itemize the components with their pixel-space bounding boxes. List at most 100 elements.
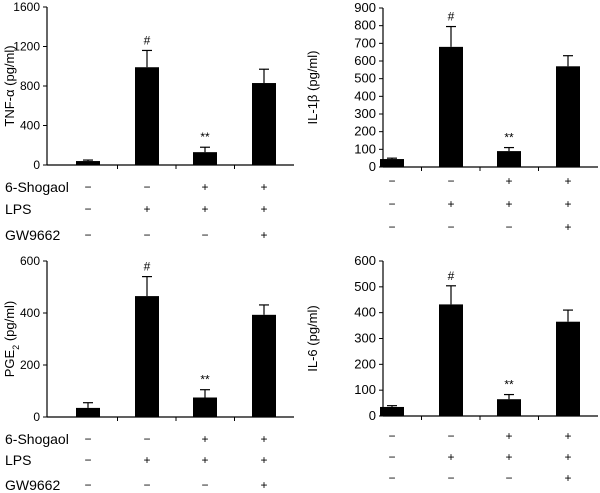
treatment-sign: + — [564, 220, 571, 234]
chart-panel-2: 0 100 200 300 400 500 600 700 800 900 IL-1β (pg/ml… — [305, 0, 598, 234]
treatment-sign: − — [447, 471, 454, 485]
bar — [193, 397, 217, 417]
y-tick-label: 800 — [354, 18, 376, 33]
treatment-sign: + — [447, 197, 454, 211]
treatment-row-label: 6-Shogaol — [5, 431, 69, 447]
bar — [135, 296, 159, 417]
treatment-sign: − — [143, 180, 150, 194]
treatment-sign: + — [143, 453, 150, 467]
treatment-sign: + — [260, 228, 267, 242]
y-tick-label: 0 — [369, 159, 376, 174]
treatment-sign: − — [84, 478, 91, 492]
significance-label: # — [144, 33, 151, 47]
treatment-sign: − — [505, 471, 512, 485]
y-tick-label: 200 — [354, 124, 376, 139]
treatment-sign: + — [143, 202, 150, 216]
treatment-sign: − — [388, 450, 395, 464]
bar — [556, 66, 580, 167]
y-tick-label: 0 — [369, 408, 376, 423]
y-tick-label: 100 — [354, 382, 376, 397]
treatment-sign: − — [84, 228, 91, 242]
y-tick-label: 200 — [354, 356, 376, 371]
y-tick-label: 800 — [20, 79, 40, 93]
treatment-sign: − — [84, 202, 91, 216]
treatment-sign: − — [201, 228, 208, 242]
treatment-sign: + — [201, 453, 208, 467]
treatment-sign: + — [260, 180, 267, 194]
y-tick-label: 200 — [20, 358, 40, 372]
treatment-row-label: GW9662 — [5, 477, 60, 493]
bar — [76, 161, 100, 165]
treatment-sign: + — [201, 432, 208, 446]
treatment-sign: − — [447, 429, 454, 443]
treatment-sign: + — [505, 450, 512, 464]
treatment-sign: − — [388, 471, 395, 485]
y-tick-label: 400 — [354, 88, 376, 103]
bar — [497, 399, 521, 416]
bar — [380, 406, 404, 416]
chart-panel-3: 0 200 400 600 PGE2 (pg/ml) # ** 6-Shogaol − − + + LP… — [2, 254, 294, 493]
treatment-row-label: LPS — [5, 201, 31, 217]
bar — [439, 304, 463, 416]
y-tick-label: 600 — [354, 53, 376, 68]
y-tick-label: 500 — [354, 71, 376, 86]
y-tick-label: 300 — [354, 106, 376, 121]
treatment-sign: + — [564, 174, 571, 188]
bar — [193, 152, 217, 165]
y-tick-label: 600 — [20, 254, 40, 268]
treatment-sign: − — [201, 478, 208, 492]
bar — [252, 314, 276, 417]
treatment-sign: + — [260, 453, 267, 467]
bar — [380, 159, 404, 167]
y-tick-label: 900 — [354, 0, 376, 15]
y-tick-label: 0 — [33, 158, 40, 172]
chart-panel-4: 0 100 200 300 400 500 600 IL-6 (pg/ml) # ** − − + + − +… — [305, 253, 598, 485]
treatment-sign: + — [505, 429, 512, 443]
y-tick-label: 1200 — [13, 40, 40, 54]
treatment-sign: − — [84, 453, 91, 467]
significance-label: ** — [504, 378, 514, 392]
treatment-sign: − — [143, 228, 150, 242]
treatment-sign: + — [260, 432, 267, 446]
significance-label: ** — [200, 373, 210, 387]
y-tick-label: 400 — [20, 119, 40, 133]
y-tick-label: 300 — [354, 331, 376, 346]
treatment-sign: + — [505, 197, 512, 211]
treatment-sign: + — [564, 450, 571, 464]
y-axis-label: PGE2 (pg/ml) — [2, 301, 21, 378]
treatment-sign: + — [564, 197, 571, 211]
bar — [497, 151, 521, 167]
y-tick-label: 1600 — [13, 0, 40, 14]
y-tick-label: 400 — [354, 305, 376, 320]
treatment-sign: + — [564, 429, 571, 443]
y-axis-label: IL-6 (pg/ml) — [305, 305, 320, 371]
treatment-row-label: LPS — [5, 452, 31, 468]
treatment-sign: − — [143, 478, 150, 492]
bar — [252, 83, 276, 165]
treatment-sign: − — [143, 432, 150, 446]
y-tick-label: 500 — [354, 279, 376, 294]
bar — [556, 321, 580, 416]
y-axis-label: TNF-α (pg/ml) — [2, 45, 17, 126]
treatment-sign: − — [388, 174, 395, 188]
treatment-sign: − — [447, 174, 454, 188]
treatment-sign: − — [505, 220, 512, 234]
y-tick-label: 600 — [354, 253, 376, 268]
treatment-sign: − — [84, 432, 91, 446]
treatment-sign: − — [388, 197, 395, 211]
treatment-sign: + — [260, 478, 267, 492]
treatment-sign: + — [564, 471, 571, 485]
y-tick-label: 400 — [20, 306, 40, 320]
treatment-sign: + — [201, 180, 208, 194]
significance-label: # — [144, 260, 151, 274]
treatment-sign: − — [447, 220, 454, 234]
treatment-row-label: GW9662 — [5, 227, 60, 243]
significance-label: # — [448, 10, 455, 24]
significance-label: ** — [504, 131, 514, 145]
y-tick-label: 0 — [33, 410, 40, 424]
bar — [135, 67, 159, 165]
significance-label: ** — [200, 130, 210, 144]
bar — [76, 407, 100, 417]
y-tick-label: 100 — [354, 141, 376, 156]
